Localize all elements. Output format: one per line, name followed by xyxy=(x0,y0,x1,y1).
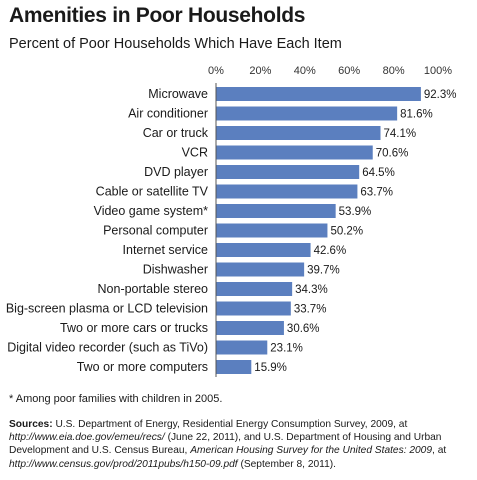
category-label: Digital video recorder (such as TiVo) xyxy=(7,341,208,355)
value-label: 34.3% xyxy=(295,284,328,296)
footnote: * Among poor families with children in 2… xyxy=(9,393,223,405)
x-tick-label: 20% xyxy=(249,65,271,77)
category-label: Two or more computers xyxy=(77,360,208,374)
category-label: DVD player xyxy=(144,165,208,179)
category-label: Air conditioner xyxy=(128,107,208,121)
bar xyxy=(216,87,421,101)
value-label: 74.1% xyxy=(384,128,417,140)
value-label: 53.9% xyxy=(339,206,372,218)
value-label: 63.7% xyxy=(360,187,393,199)
value-label: 92.3% xyxy=(424,89,457,101)
value-label: 70.6% xyxy=(376,148,409,160)
x-tick-label: 100% xyxy=(424,65,452,77)
category-label: VCR xyxy=(182,146,208,160)
bar-chart: 0% 20% 40% 60% 80% 100% Microwave 92.3% Air cond… xyxy=(6,65,457,377)
sources-url-eia: http://www.eia.doe.gov/emeu/recs/ xyxy=(9,432,165,444)
category-label: Two or more cars or trucks xyxy=(60,321,208,335)
bar xyxy=(216,223,328,238)
value-label: 64.5% xyxy=(362,167,395,179)
x-tick-label: 0% xyxy=(208,65,224,77)
value-label: 50.2% xyxy=(330,226,363,238)
category-label: Internet service xyxy=(123,243,209,257)
value-label: 23.1% xyxy=(270,343,303,355)
sources-text-2: (June 22, 2011), and U.S. Department of … xyxy=(9,432,442,457)
value-label: 33.7% xyxy=(294,304,327,316)
sources-text-3: , at xyxy=(432,445,447,457)
value-label: 39.7% xyxy=(307,265,340,277)
sources-label: Sources: xyxy=(9,419,53,430)
value-label: 81.6% xyxy=(400,109,433,121)
x-tick-label: 40% xyxy=(294,65,316,77)
sources-text-4: (September 8, 2011). xyxy=(237,458,336,470)
sources-publication: American Housing Survey for the United S… xyxy=(190,445,433,457)
category-label: Non-portable stereo xyxy=(98,282,209,296)
bar xyxy=(216,243,311,257)
bar xyxy=(216,301,291,316)
bar xyxy=(216,282,293,296)
sources: Sources: U.S. Department of Energy, Resi… xyxy=(9,418,471,471)
x-tick-label: 60% xyxy=(338,65,360,77)
bar xyxy=(216,126,381,140)
bar xyxy=(216,145,373,160)
category-label: Video game system* xyxy=(94,204,209,218)
bar xyxy=(216,184,358,199)
bar xyxy=(216,165,360,179)
sources-text-1: U.S. Department of Energy, Residential E… xyxy=(52,419,408,430)
bar xyxy=(216,321,284,335)
bar xyxy=(216,360,252,374)
chart-subtitle: Percent of Poor Households Which Have Ea… xyxy=(9,36,342,52)
category-label: Microwave xyxy=(148,87,208,101)
value-label: 42.6% xyxy=(314,245,347,257)
value-label: 15.9% xyxy=(254,362,287,374)
bar xyxy=(216,204,336,218)
x-tick-label: 80% xyxy=(383,65,405,77)
category-label: Car or truck xyxy=(143,126,209,140)
bar xyxy=(216,106,398,121)
value-label: 30.6% xyxy=(287,323,320,335)
bar xyxy=(216,340,268,355)
bar xyxy=(216,262,305,277)
chart-title: Amenities in Poor Households xyxy=(9,4,306,27)
sources-url-census: http://www.census.gov/prod/2011pubs/h150… xyxy=(9,458,238,470)
category-label: Dishwasher xyxy=(143,263,208,277)
category-label: Big-screen plasma or LCD television xyxy=(6,302,208,316)
category-label: Personal computer xyxy=(103,224,208,238)
category-label: Cable or satellite TV xyxy=(96,185,209,199)
